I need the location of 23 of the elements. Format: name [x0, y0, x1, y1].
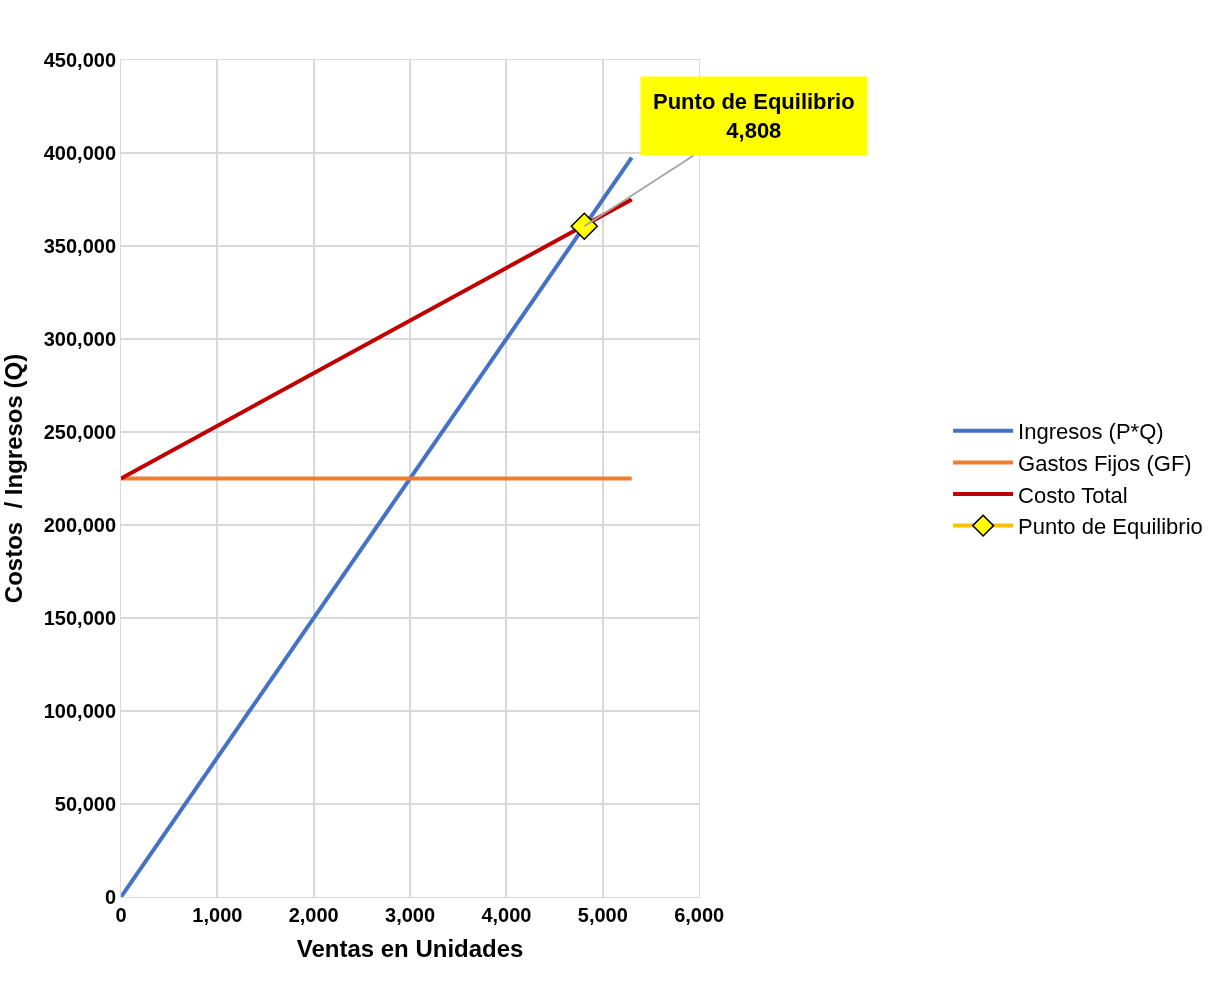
x-tick-label: 2,000	[288, 904, 339, 926]
y-tick-label: 400,000	[43, 142, 116, 164]
y-tick-label: 450,000	[43, 49, 116, 71]
annotation: Punto de Equilibrio 4,808	[653, 89, 855, 143]
y-axis-title: Costos / Ingresos (Q)	[0, 353, 27, 604]
y-tick-label: 300,000	[43, 328, 116, 350]
y-tick-label: 200,000	[43, 514, 116, 536]
legend-label: Ingresos (P*Q)	[1018, 419, 1164, 445]
x-tick-label: 1,000	[192, 904, 243, 926]
y-tick-label: 250,000	[43, 421, 116, 443]
y-tick-label: 50,000	[54, 793, 116, 815]
x-tick-label: 6,000	[674, 904, 725, 926]
y-tick-label: 350,000	[43, 235, 116, 257]
x-tick-label: 3,000	[385, 904, 436, 926]
x-tick-label: 4,000	[481, 904, 532, 926]
y-tick-label: 100,000	[43, 700, 116, 722]
x-tick-label: 5,000	[577, 904, 628, 926]
legend-label: Punto de Equilibrio	[1018, 514, 1203, 540]
y-tick-label: 150,000	[43, 607, 116, 629]
legend-label: Gastos Fijos (GF)	[1018, 450, 1192, 476]
x-axis-title: Ventas en Unidades	[296, 935, 524, 963]
legend-label: Costo Total	[1018, 482, 1128, 508]
y-tick-label: 0	[104, 886, 116, 908]
